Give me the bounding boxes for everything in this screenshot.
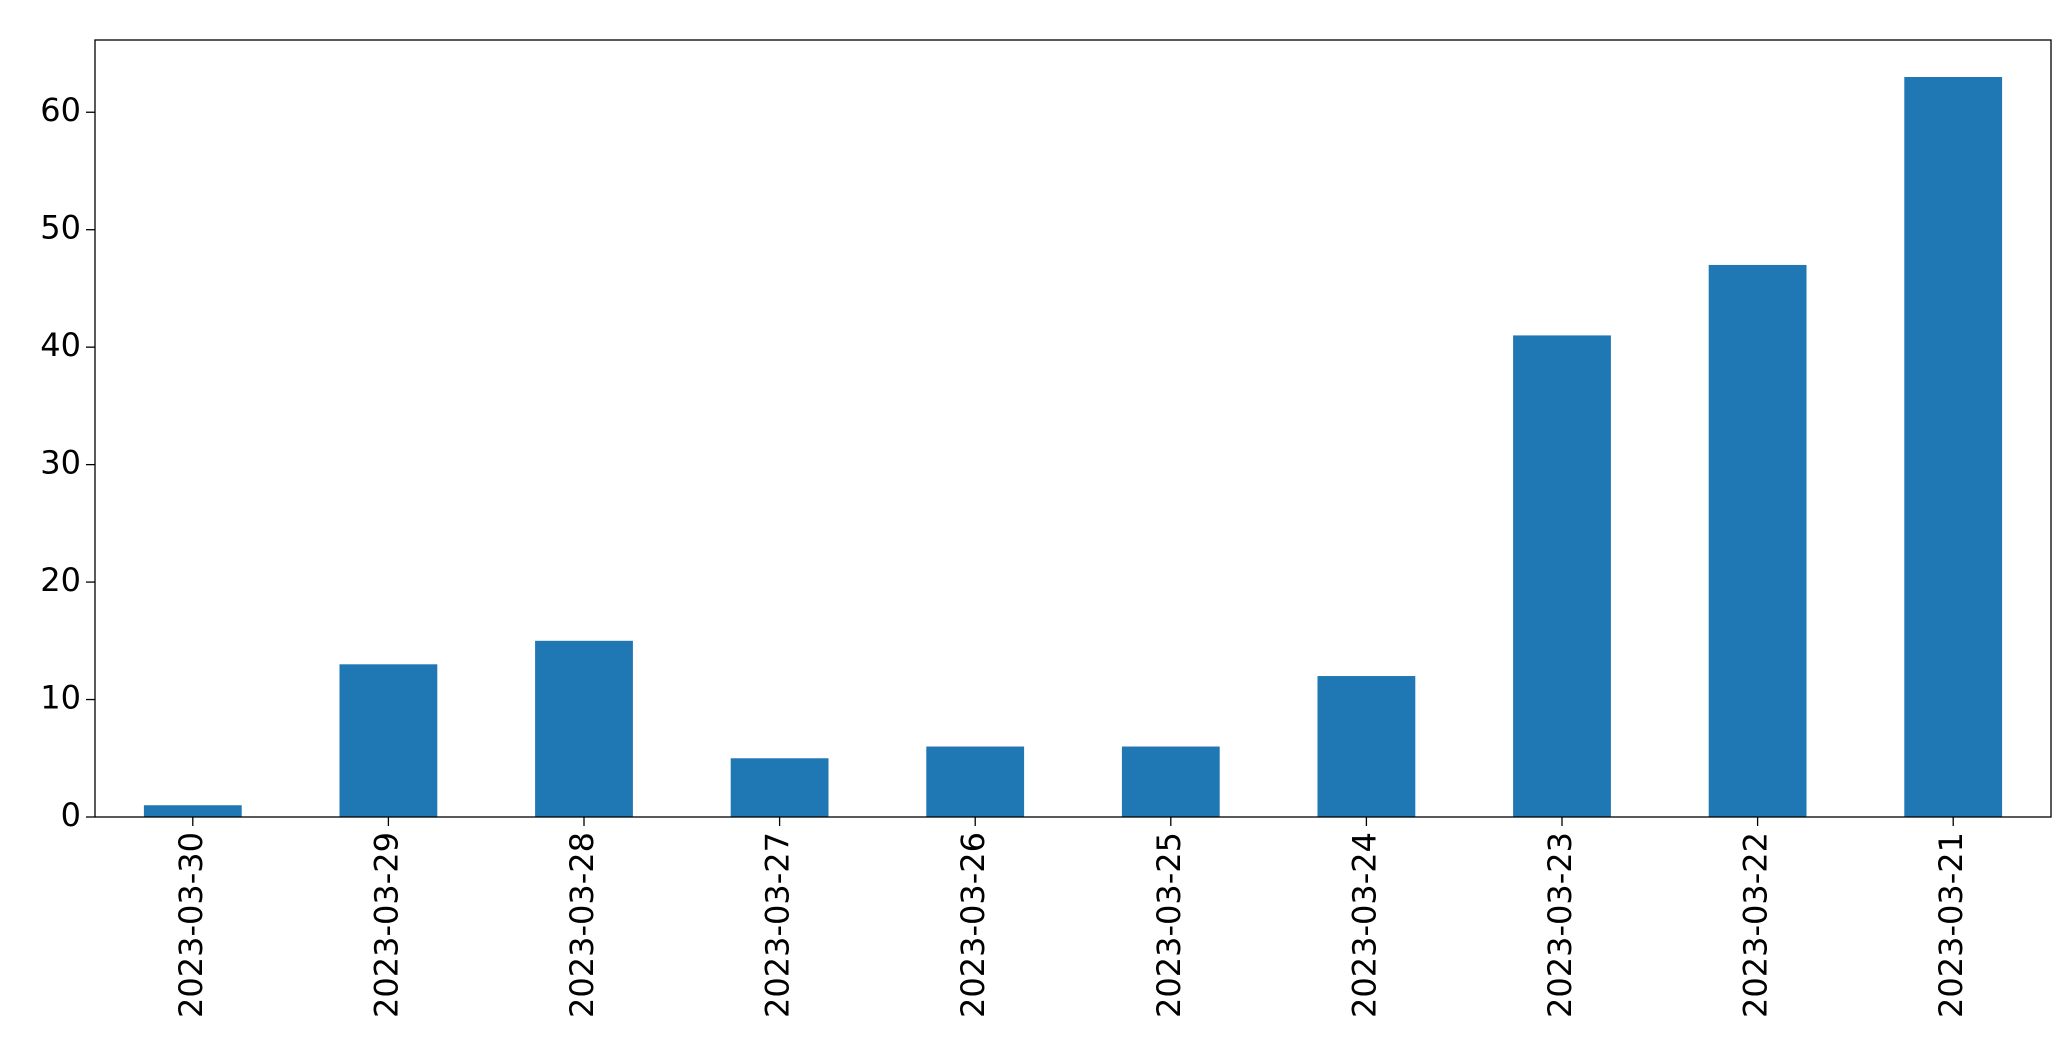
- y-tick-label: 40: [40, 326, 81, 364]
- x-tick-label: 2023-03-29: [367, 832, 405, 1018]
- y-tick-label: 0: [61, 796, 81, 834]
- x-tick-label: 2023-03-23: [1541, 832, 1579, 1018]
- x-tick-label: 2023-03-27: [759, 832, 797, 1018]
- bar: [535, 640, 633, 817]
- y-tick-label: 10: [40, 679, 81, 717]
- bar: [1513, 335, 1611, 817]
- x-tick-label: 2023-03-21: [1932, 832, 1970, 1018]
- bar: [1317, 676, 1416, 817]
- bar: [1708, 264, 1807, 817]
- bar: [1121, 746, 1220, 817]
- x-tick-label: 2023-03-22: [1737, 832, 1775, 1018]
- x-tick-label: 2023-03-26: [954, 832, 992, 1018]
- y-tick-label: 30: [40, 444, 81, 482]
- bar: [143, 805, 242, 817]
- x-tick-label: 2023-03-24: [1345, 832, 1383, 1018]
- y-tick-label: 60: [40, 91, 81, 129]
- bar: [1904, 77, 2003, 817]
- y-tick-label: 50: [40, 209, 81, 247]
- x-tick-label: 2023-03-28: [563, 832, 601, 1018]
- plot-frame: [94, 39, 2052, 818]
- x-tick-label: 2023-03-30: [172, 832, 210, 1018]
- x-tick-label: 2023-03-25: [1150, 832, 1188, 1018]
- bar: [730, 758, 829, 817]
- bar: [339, 664, 438, 817]
- y-tick-label: 20: [40, 561, 81, 599]
- bar: [926, 746, 1025, 817]
